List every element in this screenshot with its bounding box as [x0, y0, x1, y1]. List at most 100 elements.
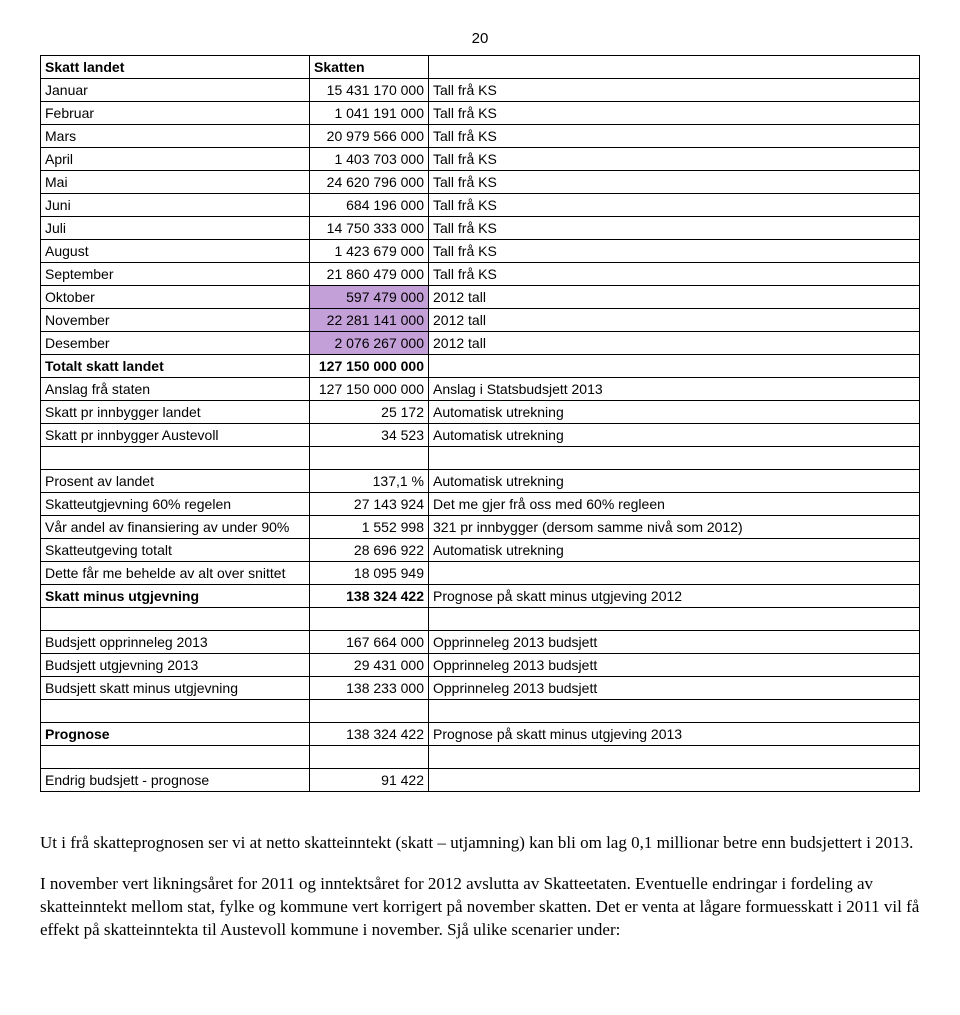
row-label: Mars: [41, 125, 310, 148]
table-row: Mars20 979 566 000Tall frå KS: [41, 125, 920, 148]
row-value: 167 664 000: [310, 631, 429, 654]
row-value: 24 620 796 000: [310, 171, 429, 194]
table-row: Skatt minus utgjevning138 324 422Prognos…: [41, 585, 920, 608]
spacer-row: [41, 608, 920, 631]
row-label: Januar: [41, 79, 310, 102]
row-note: Tall frå KS: [429, 125, 920, 148]
row-value: 1 552 998: [310, 516, 429, 539]
row-label: Skatteutgeving totalt: [41, 539, 310, 562]
row-value: 137,1 %: [310, 470, 429, 493]
row-value: 2 076 267 000: [310, 332, 429, 355]
table-row: Vår andel av finansiering av under 90%1 …: [41, 516, 920, 539]
row-value: 15 431 170 000: [310, 79, 429, 102]
table-row: Skatt pr innbygger Austevoll34 523Automa…: [41, 424, 920, 447]
table-row: Mai24 620 796 000Tall frå KS: [41, 171, 920, 194]
table-row: Anslag frå staten127 150 000 000Anslag i…: [41, 378, 920, 401]
table-row: Endrig budsjett - prognose91 422: [41, 769, 920, 792]
row-value: 138 233 000: [310, 677, 429, 700]
row-note: Opprinneleg 2013 budsjett: [429, 654, 920, 677]
row-label: Totalt skatt landet: [41, 355, 310, 378]
row-value: 28 696 922: [310, 539, 429, 562]
row-label: Budsjett skatt minus utgjevning: [41, 677, 310, 700]
row-note: [429, 562, 920, 585]
table-row: Prognose138 324 422Prognose på skatt min…: [41, 723, 920, 746]
row-note: 321 pr innbygger (dersom samme nivå som …: [429, 516, 920, 539]
spacer-row: [41, 746, 920, 769]
row-note: 2012 tall: [429, 309, 920, 332]
row-note: Automatisk utrekning: [429, 539, 920, 562]
row-label: Skatt minus utgjevning: [41, 585, 310, 608]
table-row: Prosent av landet137,1 %Automatisk utrek…: [41, 470, 920, 493]
row-label: Prosent av landet: [41, 470, 310, 493]
row-value: 138 324 422: [310, 723, 429, 746]
table-row: Skatteutgeving totalt28 696 922Automatis…: [41, 539, 920, 562]
row-note: Prognose på skatt minus utgjeving 2012: [429, 585, 920, 608]
row-label: Prognose: [41, 723, 310, 746]
row-value: 1 403 703 000: [310, 148, 429, 171]
page-number: 20: [40, 30, 920, 47]
prose-section: Ut i frå skatteprognosen ser vi at netto…: [40, 832, 920, 942]
row-note: Tall frå KS: [429, 194, 920, 217]
row-value: 127 150 000 000: [310, 378, 429, 401]
table-row: Juni684 196 000Tall frå KS: [41, 194, 920, 217]
row-note: Automatisk utrekning: [429, 470, 920, 493]
row-label: Desember: [41, 332, 310, 355]
row-note: Tall frå KS: [429, 79, 920, 102]
row-note: Automatisk utrekning: [429, 401, 920, 424]
row-value: 1 041 191 000: [310, 102, 429, 125]
row-label: Budsjett opprinneleg 2013: [41, 631, 310, 654]
row-label: Oktober: [41, 286, 310, 309]
row-label: Skatt pr innbygger Austevoll: [41, 424, 310, 447]
tax-table: Skatt landet Skatten Januar15 431 170 00…: [40, 55, 920, 792]
row-value: 127 150 000 000: [310, 355, 429, 378]
row-value: 597 479 000: [310, 286, 429, 309]
table-row: Skatt pr innbygger landet25 172Automatis…: [41, 401, 920, 424]
row-label: August: [41, 240, 310, 263]
row-value: 25 172: [310, 401, 429, 424]
row-value: 18 095 949: [310, 562, 429, 585]
row-label: Juli: [41, 217, 310, 240]
table-row: Skatteutgjevning 60% regelen27 143 924De…: [41, 493, 920, 516]
row-label: Dette får me behelde av alt over snittet: [41, 562, 310, 585]
table-row: Budsjett opprinneleg 2013167 664 000Oppr…: [41, 631, 920, 654]
table-row: Desember2 076 267 0002012 tall: [41, 332, 920, 355]
row-value: 27 143 924: [310, 493, 429, 516]
row-note: Opprinneleg 2013 budsjett: [429, 631, 920, 654]
row-note: [429, 355, 920, 378]
row-label: Vår andel av finansiering av under 90%: [41, 516, 310, 539]
spacer-row: [41, 447, 920, 470]
row-note: 2012 tall: [429, 332, 920, 355]
row-value: 34 523: [310, 424, 429, 447]
row-label: Mai: [41, 171, 310, 194]
row-value: 14 750 333 000: [310, 217, 429, 240]
row-value: 21 860 479 000: [310, 263, 429, 286]
row-label: Februar: [41, 102, 310, 125]
row-value: 22 281 141 000: [310, 309, 429, 332]
row-note: [429, 769, 920, 792]
table-row: Budsjett skatt minus utgjevning138 233 0…: [41, 677, 920, 700]
table-row: April1 403 703 000Tall frå KS: [41, 148, 920, 171]
row-label: Skatt pr innbygger landet: [41, 401, 310, 424]
table-row: August1 423 679 000Tall frå KS: [41, 240, 920, 263]
prose-paragraph: I november vert likningsåret for 2011 og…: [40, 873, 920, 942]
row-label: Endrig budsjett - prognose: [41, 769, 310, 792]
table-row: Oktober597 479 0002012 tall: [41, 286, 920, 309]
row-note: Prognose på skatt minus utgjeving 2013: [429, 723, 920, 746]
header-label: Skatt landet: [41, 56, 310, 79]
table-row: Budsjett utgjevning 201329 431 000Opprin…: [41, 654, 920, 677]
row-note: Tall frå KS: [429, 171, 920, 194]
row-note: Tall frå KS: [429, 102, 920, 125]
row-label: September: [41, 263, 310, 286]
table-row: Juli14 750 333 000Tall frå KS: [41, 217, 920, 240]
row-label: Budsjett utgjevning 2013: [41, 654, 310, 677]
spacer-row: [41, 700, 920, 723]
row-note: Opprinneleg 2013 budsjett: [429, 677, 920, 700]
table-row: Januar15 431 170 000Tall frå KS: [41, 79, 920, 102]
row-value: 138 324 422: [310, 585, 429, 608]
row-note: Anslag i Statsbudsjett 2013: [429, 378, 920, 401]
table-row: Totalt skatt landet127 150 000 000: [41, 355, 920, 378]
row-value: 29 431 000: [310, 654, 429, 677]
row-note: Tall frå KS: [429, 263, 920, 286]
row-note: 2012 tall: [429, 286, 920, 309]
row-label: Skatteutgjevning 60% regelen: [41, 493, 310, 516]
